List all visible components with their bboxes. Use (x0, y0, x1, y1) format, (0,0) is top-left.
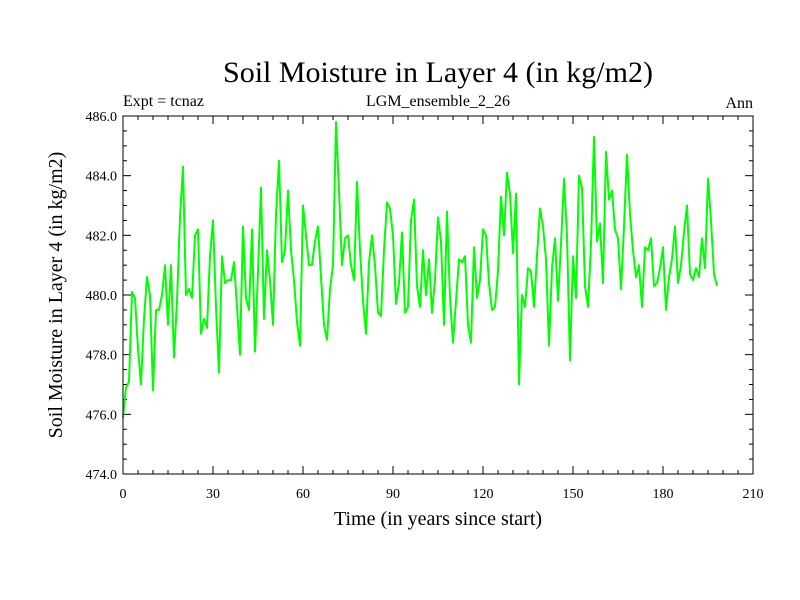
x-tick-label: 180 (653, 487, 674, 502)
y-tick-label: 476.0 (86, 408, 118, 423)
series-line (122, 120, 718, 418)
x-tick-label: 60 (296, 487, 310, 502)
y-tick-label: 474.0 (86, 468, 118, 483)
x-tick-label: 150 (563, 487, 584, 502)
x-tick-label: 0 (120, 487, 127, 502)
y-tick-label: 480.0 (86, 289, 118, 304)
y-tick-label: 482.0 (86, 229, 118, 244)
period-label: Ann (725, 95, 753, 112)
plot-frame (122, 115, 754, 475)
y-tick-label: 484.0 (86, 170, 118, 185)
y-tick-label: 478.0 (86, 349, 118, 364)
x-tick-label: 30 (206, 487, 220, 502)
x-axis-ticks: 0 30 60 90 120 150 180 210 (120, 116, 764, 502)
y-axis-label: Soil Moisture in Layer 4 (in kg/m2) (45, 152, 67, 439)
ensemble-label: LGM_ensemble_2_26 (366, 93, 510, 110)
x-tick-label: 210 (743, 487, 764, 502)
experiment-label: Expt = tcnaz (123, 93, 204, 110)
series-layer (122, 120, 718, 418)
chart-title: Soil Moisture in Layer 4 (in kg/m2) (223, 56, 653, 89)
x-axis-label: Time (in years since start) (334, 508, 542, 530)
x-tick-label: 90 (386, 487, 400, 502)
x-tick-label: 120 (473, 487, 494, 502)
y-tick-label: 486.0 (86, 110, 118, 125)
